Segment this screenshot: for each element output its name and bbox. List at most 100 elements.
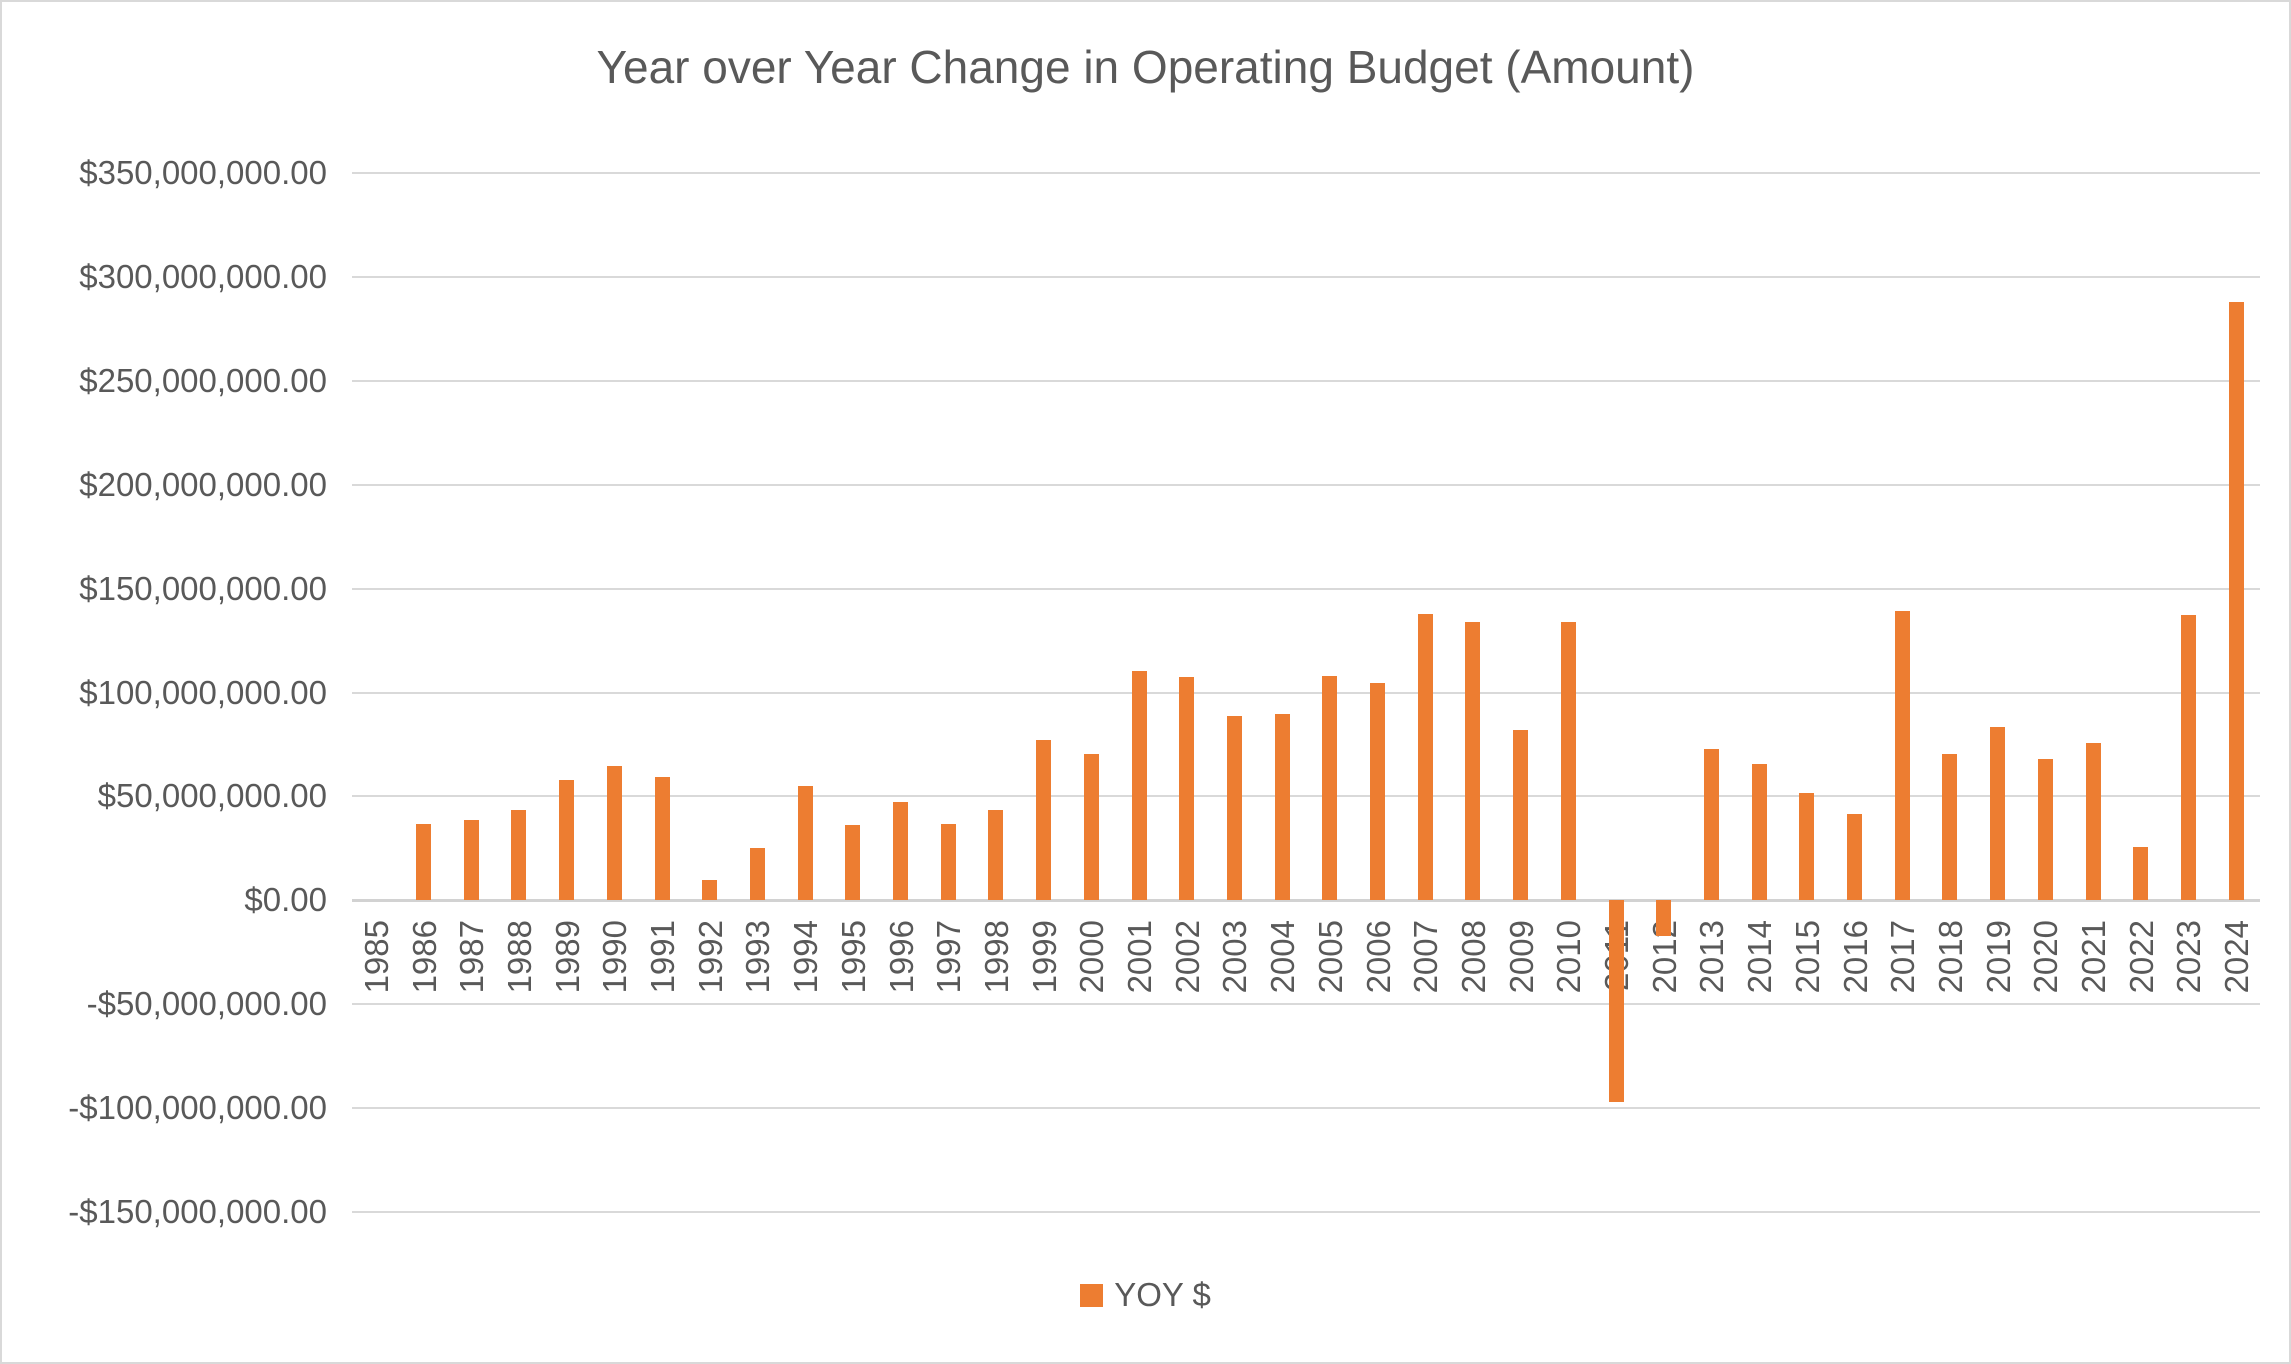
bar-2010	[1560, 621, 1576, 901]
x-tick-label: 2000	[1073, 920, 1111, 994]
x-tick-label: 1994	[787, 920, 825, 994]
x-tick-label: 2014	[1741, 920, 1779, 994]
x-tick-label: 2020	[2027, 920, 2065, 994]
legend: YOY $	[2, 1276, 2289, 1314]
y-tick-label: $100,000,000.00	[79, 673, 327, 711]
bar-2006	[1370, 683, 1386, 901]
x-tick-label: 2021	[2075, 920, 2113, 994]
gridline	[352, 587, 2260, 590]
gridline	[352, 172, 2260, 174]
bar-2015	[1799, 793, 1815, 901]
bar-2005	[1322, 675, 1338, 901]
y-tick-label: -$150,000,000.00	[68, 1193, 327, 1230]
x-tick-label: 2004	[1264, 920, 1302, 994]
x-tick-label: 1989	[548, 920, 586, 994]
x-tick-label: 2024	[2218, 920, 2256, 994]
x-tick-label: 2023	[2170, 920, 2208, 994]
bar-2017	[1894, 611, 1910, 901]
bar-2024	[2228, 301, 2244, 901]
y-tick-label: $250,000,000.00	[79, 361, 327, 399]
x-tick-label: 2022	[2122, 920, 2160, 994]
y-tick-label: $350,000,000.00	[79, 154, 327, 191]
y-tick-label: -$100,000,000.00	[68, 1089, 327, 1127]
bar-1988	[511, 809, 527, 901]
x-tick-label: 1998	[977, 920, 1015, 994]
bar-1991	[654, 776, 670, 901]
gridline	[352, 379, 2260, 382]
bar-2001	[1131, 670, 1147, 901]
bar-2018	[1942, 753, 1958, 901]
x-tick-label: 1993	[739, 920, 777, 994]
y-tick-label: $200,000,000.00	[79, 465, 327, 503]
chart-title: Year over Year Change in Operating Budge…	[596, 41, 1695, 93]
legend-label: YOY $	[1114, 1276, 1211, 1313]
x-tick-label: 1987	[453, 920, 491, 994]
x-tick-label: 2007	[1407, 920, 1445, 994]
legend-swatch	[1080, 1283, 1104, 1307]
bar-2009	[1513, 729, 1529, 901]
x-tick-label: 1991	[644, 920, 682, 994]
bar-1998	[988, 809, 1004, 901]
x-tick-label: 2005	[1311, 920, 1349, 994]
x-tick-label: 2009	[1502, 920, 1540, 994]
bar-1987	[463, 820, 479, 901]
y-tick-label: -$50,000,000.00	[86, 985, 327, 1023]
x-tick-label: 1990	[596, 920, 634, 994]
bar-1997	[940, 824, 956, 901]
bar-2020	[2037, 758, 2053, 901]
y-tick-label: $150,000,000.00	[79, 569, 327, 607]
x-tick-label: 2017	[1884, 920, 1922, 994]
bar-1989	[559, 779, 575, 901]
x-tick-label: 1999	[1025, 920, 1063, 994]
bar-2023	[2180, 614, 2196, 901]
x-tick-label: 2015	[1788, 920, 1826, 994]
bar-2013	[1703, 748, 1719, 901]
bar-2012	[1656, 900, 1672, 936]
gridline	[352, 483, 2260, 486]
bar-2011	[1608, 900, 1624, 1102]
bar-1990	[606, 766, 622, 901]
y-tick-label: $50,000,000.00	[97, 777, 327, 815]
y-tick-label: $0.00	[244, 881, 327, 919]
gridline	[352, 275, 2260, 278]
x-tick-label: 1985	[357, 920, 395, 994]
bar-1992	[702, 879, 718, 901]
x-tick-label: 2008	[1454, 920, 1492, 994]
gridline	[352, 1107, 2260, 1110]
gridline	[352, 691, 2260, 694]
bar-1999	[1036, 740, 1052, 901]
x-tick-label: 2001	[1121, 920, 1159, 994]
bar-2016	[1847, 814, 1863, 901]
bar-2022	[2133, 847, 2149, 901]
x-tick-label: 2018	[1931, 920, 1969, 994]
x-tick-label: 2002	[1168, 920, 1206, 994]
gridline	[352, 1211, 2260, 1213]
bar-2014	[1751, 764, 1767, 901]
zero-axis-line	[352, 899, 2260, 903]
x-tick-label: 2006	[1359, 920, 1397, 994]
bar-2019	[1990, 726, 2006, 901]
x-tick-label: 1992	[691, 920, 729, 994]
x-tick-label: 1986	[405, 920, 443, 994]
x-tick-label: 1997	[930, 920, 968, 994]
bar-2004	[1274, 714, 1290, 901]
x-tick-label: 2003	[1216, 920, 1254, 994]
x-tick-label: 2019	[1979, 920, 2017, 994]
bar-2008	[1465, 621, 1481, 901]
x-tick-label: 2016	[1836, 920, 1874, 994]
bar-1986	[416, 824, 432, 901]
bar-1994	[797, 786, 813, 901]
bar-2003	[1226, 716, 1242, 901]
bar-1993	[749, 848, 765, 901]
x-tick-label: 2013	[1693, 920, 1731, 994]
bar-2002	[1179, 676, 1195, 901]
gridline	[352, 795, 2260, 798]
x-tick-label: 1988	[500, 920, 538, 994]
x-tick-label: 1996	[882, 920, 920, 994]
bar-1995	[845, 825, 861, 901]
y-tick-label: $300,000,000.00	[79, 257, 327, 295]
gridline	[352, 1003, 2260, 1006]
bar-1996	[893, 801, 909, 901]
bar-2000	[1083, 753, 1099, 901]
